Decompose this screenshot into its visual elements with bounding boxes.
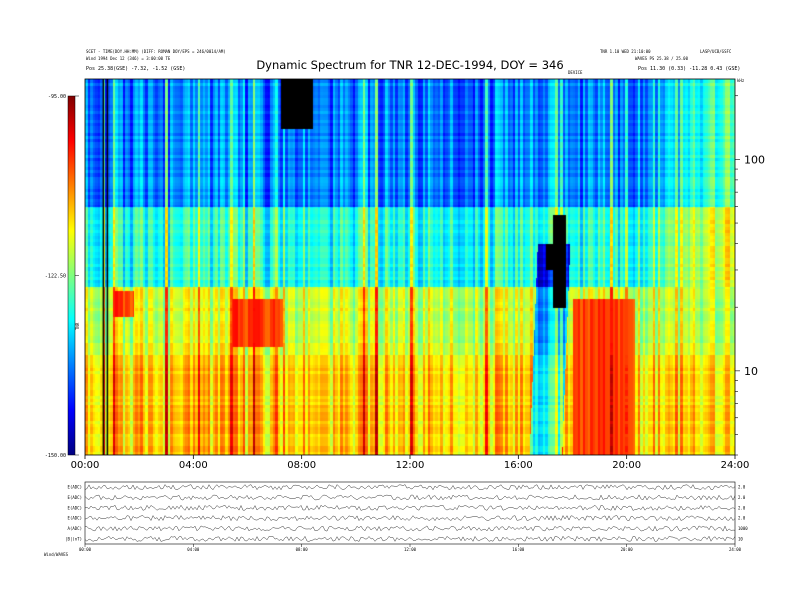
strip-row-value: 1000 (738, 526, 748, 531)
y-axis-unit: kHz (737, 78, 745, 83)
colorbar-tick-label: -150.00 (45, 453, 66, 459)
strip-panel: E(ADC) 2.0 E(ADC) 2.0 E(ADC) 2.0 E(ADC) 2.0 A(AD… (44, 481, 748, 557)
colorbar (67, 95, 76, 456)
x-tick-label: 16:00 (504, 460, 533, 471)
strip-trace (84, 484, 736, 491)
strip-row-label: E(ADC) (68, 516, 82, 521)
strip-tick-label: 24:00 (729, 547, 742, 552)
strip-tick-label: 08:00 (296, 547, 309, 552)
colorbar-ticks: -95.00 -122.50 -150.00 (45, 94, 79, 459)
colorbar-tick-label: -122.50 (45, 274, 66, 280)
strip-tick-label: 00:00 (79, 547, 92, 552)
strip-row-value: 2.0 (738, 505, 746, 510)
header-right-line-1: TNR 1.10 WED 21:10:00 (600, 49, 651, 54)
colorbar-axis-label: TNR (75, 322, 80, 330)
header-right-line-3: WAVES PS 25.38 / 25.00 (635, 56, 689, 61)
strip-row-value: 2.0 (738, 516, 746, 521)
header-right-line-4: Pos 11.30 (0.33) -11.28 0.43 (GSE) (638, 66, 740, 72)
y-axis-ticks: 100 10 (735, 95, 765, 456)
strip-tick-label: 16:00 (512, 547, 525, 552)
strip-row-label: A(ADC) (68, 526, 82, 531)
x-tick-label: 04:00 (179, 460, 208, 471)
strip-trace (84, 525, 736, 532)
x-tick-label: 08:00 (287, 460, 316, 471)
strip-row-label: E(ADC) (68, 505, 82, 510)
strip-row-value: 10 (738, 536, 743, 541)
y-tick-label: 100 (744, 153, 765, 166)
spectrogram-canvas (85, 79, 735, 455)
colorbar-tick-label: -95.00 (48, 94, 66, 100)
event-marker-label: DEVICE (568, 70, 583, 75)
header-left-line-3: Pos 25.38(GSE) -7.32, -1.52 (GSE) (86, 66, 185, 72)
chart-title: Dynamic Spectrum for TNR 12-DEC-1994, DO… (256, 58, 563, 72)
strip-trace (84, 494, 736, 501)
strip-trace (84, 504, 736, 511)
strip-tick-label: 12:00 (404, 547, 417, 552)
strip-trace (84, 515, 736, 522)
strip-tick-label: 20:00 (621, 547, 634, 552)
strip-frame (84, 481, 736, 545)
strip-footer: Wind/WAVES (44, 552, 69, 557)
header-right-line-2: LASP/UCB/GSFC (700, 49, 732, 54)
header-right: TNR 1.10 WED 21:10:00 LASP/UCB/GSFC WAVE… (600, 49, 740, 72)
strip-trace (84, 535, 736, 542)
x-tick-label: 00:00 (71, 460, 100, 471)
y-tick-label: 10 (744, 365, 758, 378)
strip-row-label: |B|(nT) (65, 536, 82, 541)
strip-row-value: 2.0 (738, 485, 746, 490)
strip-row-label: E(ADC) (68, 485, 82, 490)
strip-x-ticks: 00:00 04:00 08:00 12:00 16:00 20:00 24:00 (79, 544, 742, 552)
x-axis-ticks: 00:00 04:00 08:00 12:00 16:00 20:00 24:00 (71, 455, 750, 471)
strip-rows: E(ADC) 2.0 E(ADC) 2.0 E(ADC) 2.0 E(ADC) 2.0 A(AD… (65, 484, 748, 542)
header-left-line-2: Wind 1994 Dec 12 (346) = 3:00:00 TE (86, 56, 171, 61)
header-left: SCET - TIME(DOY.HH:MM) (DIFF: ROMAN DOY/… (86, 49, 226, 72)
x-tick-label: 24:00 (721, 460, 750, 471)
strip-row-value: 2.0 (738, 495, 746, 500)
x-tick-label: 20:00 (612, 460, 641, 471)
strip-tick-label: 04:00 (187, 547, 200, 552)
x-tick-label: 12:00 (396, 460, 425, 471)
header-left-line-1: SCET - TIME(DOY.HH:MM) (DIFF: ROMAN DOY/… (86, 49, 226, 54)
spectrogram-plot (84, 78, 736, 456)
strip-row-label: E(ADC) (68, 495, 82, 500)
